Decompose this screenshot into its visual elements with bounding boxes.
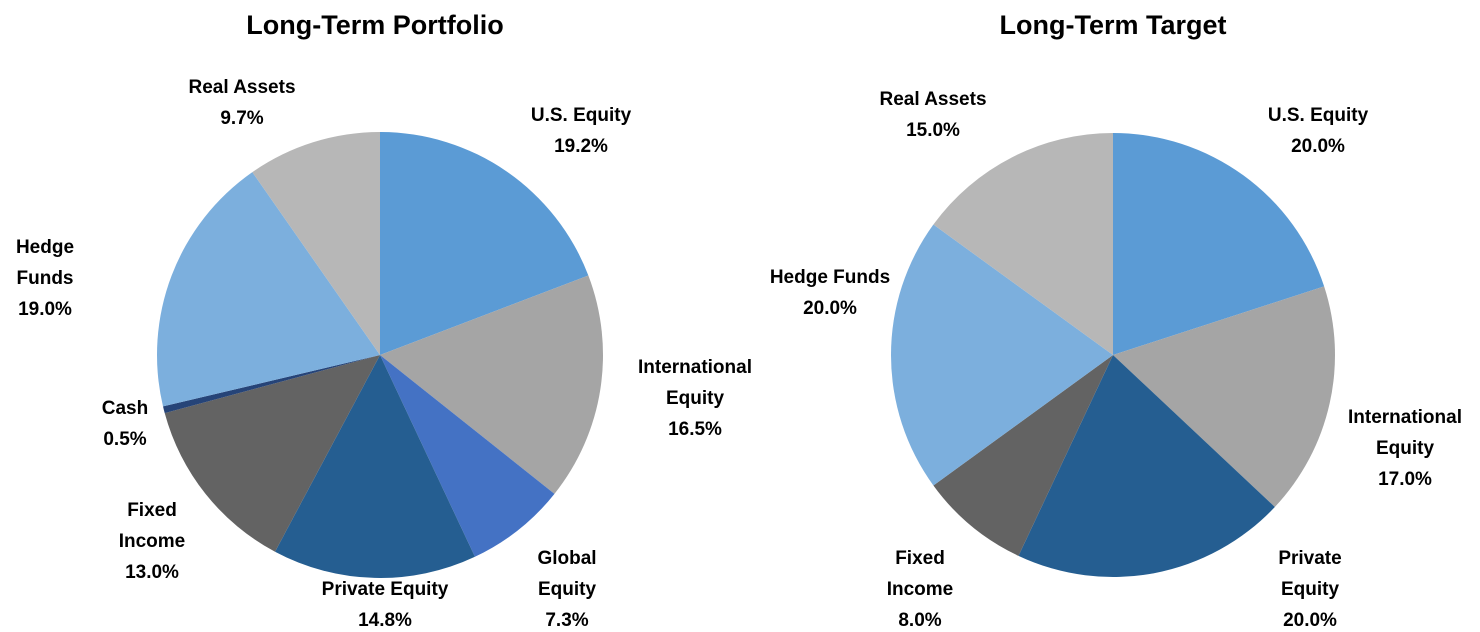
value-label: 9.7% [220, 108, 264, 129]
category-label: Fixed Income [886, 548, 954, 600]
slice-label: International Equity 17.0% [1330, 402, 1480, 495]
pie-slice [252, 132, 380, 355]
pie-slice [1113, 133, 1325, 355]
category-label: Real Assets [188, 77, 296, 98]
pie-slice [380, 355, 555, 557]
pie-slice [157, 172, 380, 407]
value-label: 14.8% [358, 610, 412, 631]
slice-label: Private Equity 20.0% [1265, 543, 1355, 632]
pie-slice [380, 275, 603, 494]
chart-title: Long-Term Target [999, 10, 1227, 40]
pie-slice [891, 224, 1113, 486]
value-label: 17.0% [1378, 469, 1432, 490]
category-label: Fixed Income [118, 500, 186, 552]
category-label: International Equity [1347, 407, 1462, 459]
pie-slice [162, 355, 380, 414]
value-label: 20.0% [803, 298, 857, 319]
value-label: 20.0% [1291, 136, 1345, 157]
slice-label: Hedge Funds 20.0% [750, 262, 910, 324]
slice-label: Hedge Funds 19.0% [5, 232, 85, 325]
category-label: Private Equity [321, 579, 449, 600]
value-label: 7.3% [545, 610, 589, 631]
category-label: Real Assets [879, 89, 987, 110]
pie-slice [1018, 355, 1275, 577]
category-label: Cash [101, 398, 149, 419]
value-label: 19.0% [18, 299, 72, 320]
pie-slice [933, 355, 1113, 556]
pie-slice [164, 355, 380, 552]
category-label: Global Equity [537, 548, 597, 600]
chart-title: Long-Term Portfolio [246, 10, 504, 40]
slice-label: International Equity 16.5% [620, 352, 770, 445]
pie-slice [1113, 286, 1335, 507]
slice-label: U.S. Equity 20.0% [1238, 100, 1398, 162]
value-label: 20.0% [1283, 610, 1337, 631]
pie-slice [933, 133, 1113, 355]
slice-label: U.S. Equity 19.2% [501, 100, 661, 162]
value-label: 16.5% [668, 419, 722, 440]
slice-label: Fixed Income 13.0% [112, 495, 192, 588]
pie-slice [380, 132, 589, 355]
category-label: U.S. Equity [530, 105, 632, 126]
slice-label: Private Equity 14.8% [285, 574, 485, 632]
value-label: 15.0% [906, 120, 960, 141]
value-label: 0.5% [103, 429, 147, 450]
category-label: Private Equity [1278, 548, 1342, 600]
pie-slice [275, 355, 475, 578]
category-label: International Equity [637, 357, 752, 409]
value-label: 19.2% [554, 136, 608, 157]
category-label: Hedge Funds [769, 267, 891, 288]
slice-label: Real Assets 15.0% [853, 84, 1013, 146]
slice-label: Global Equity 7.3% [522, 543, 612, 632]
slice-label: Fixed Income 8.0% [875, 543, 965, 632]
category-label: Hedge Funds [15, 237, 75, 289]
value-label: 8.0% [898, 610, 942, 631]
slice-label: Cash 0.5% [95, 393, 155, 455]
value-label: 13.0% [125, 562, 179, 583]
slice-label: Real Assets 9.7% [162, 72, 322, 134]
category-label: U.S. Equity [1267, 105, 1369, 126]
